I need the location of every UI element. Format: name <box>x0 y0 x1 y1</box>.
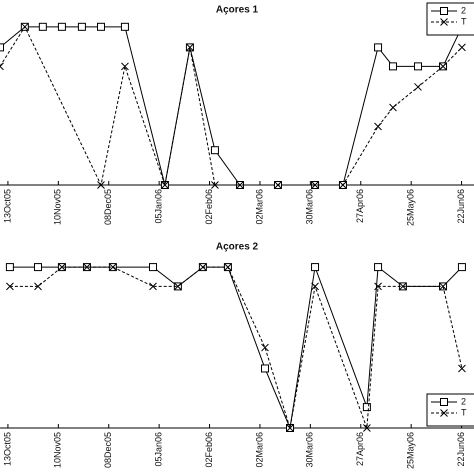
x-tick-label: 13Oct05 <box>2 432 12 466</box>
marker-square <box>96 22 105 31</box>
marker-square <box>457 263 466 272</box>
marker-square <box>57 22 66 31</box>
marker-x <box>311 282 319 291</box>
x-tick-label: 22Jun06 <box>456 432 466 467</box>
x-tick-label: 30Mar06 <box>305 189 315 225</box>
legend-marker <box>440 398 448 406</box>
x-tick-label: 13Oct05 <box>2 189 12 223</box>
marker-x <box>174 282 182 291</box>
marker-square <box>5 263 14 272</box>
x-tick-label: 08Dec05 <box>103 189 113 225</box>
marker-x <box>374 282 382 291</box>
marker-x <box>286 424 294 432</box>
marker-x <box>211 181 219 189</box>
x-tick-label: 25May06 <box>406 432 416 469</box>
x-tick-label: 22Jun06 <box>456 189 466 224</box>
marker-square <box>0 43 4 52</box>
marker-x <box>121 62 129 71</box>
marker-x <box>161 181 169 189</box>
marker-x <box>374 122 382 131</box>
marker-x <box>83 263 91 271</box>
marker-square <box>414 62 423 71</box>
x-tick-label: 05Jan06 <box>154 432 164 467</box>
marker-x <box>186 43 194 52</box>
marker-x <box>439 62 447 71</box>
x-tick-label: 27Apr06 <box>355 432 365 466</box>
marker-square <box>260 364 269 373</box>
x-tick-label: 25May06 <box>406 189 416 226</box>
marker-x <box>20 22 29 31</box>
marker-x <box>439 282 447 291</box>
x-tick-label: 27Apr06 <box>355 189 365 223</box>
legend-label: T <box>461 16 467 26</box>
series-line <box>9 265 463 430</box>
marker-x <box>261 343 269 352</box>
x-tick-label: 02Feb06 <box>204 189 214 225</box>
x-tick-label: 02Mar06 <box>254 189 264 225</box>
marker-square <box>210 146 219 155</box>
chart-title: Açores 1 <box>216 5 259 16</box>
legend-box <box>426 2 474 36</box>
marker-x <box>399 282 407 291</box>
marker-x <box>311 181 319 189</box>
x-tick-label: 10Nov05 <box>53 189 63 225</box>
marker-x <box>389 103 397 112</box>
series-line <box>0 26 463 186</box>
marker-x <box>58 263 66 271</box>
marker-square <box>374 263 383 272</box>
marker-x <box>149 282 157 291</box>
legend-marker <box>440 18 448 26</box>
marker-x <box>109 263 117 271</box>
marker-square <box>311 263 320 272</box>
legend-marker <box>440 409 448 417</box>
marker-x <box>0 62 4 71</box>
x-tick-label: 02Feb06 <box>204 432 214 468</box>
marker-square <box>374 43 383 52</box>
marker-square <box>388 62 397 71</box>
marker-square <box>362 403 371 412</box>
legend-box <box>426 393 474 427</box>
marker-x <box>458 364 466 373</box>
marker-x <box>34 282 42 291</box>
marker-square <box>77 22 86 31</box>
series-line <box>0 25 463 187</box>
marker-x <box>6 282 14 291</box>
marker-x <box>339 181 347 189</box>
marker-x <box>199 263 207 271</box>
marker-square <box>33 263 42 272</box>
chart-title: Açores 2 <box>216 242 259 253</box>
legend-label: 2 <box>461 5 466 15</box>
marker-x <box>236 181 244 189</box>
marker-x <box>274 181 282 189</box>
marker-x <box>363 424 371 432</box>
series-line <box>9 266 463 429</box>
x-tick-label: 05Jan06 <box>154 189 164 224</box>
marker-square <box>120 22 129 31</box>
legend-label: T <box>461 407 467 417</box>
x-tick-label: 10Nov05 <box>53 432 63 468</box>
legend-marker <box>440 7 448 15</box>
marker-square <box>149 263 158 272</box>
marker-x <box>97 181 105 189</box>
marker-x <box>458 43 466 52</box>
x-tick-label: 02Mar06 <box>254 432 264 468</box>
marker-x <box>224 263 232 271</box>
marker-x <box>414 83 422 91</box>
legend-label: 2 <box>461 396 466 406</box>
x-tick-label: 30Mar06 <box>305 432 315 468</box>
x-tick-label: 08Dec05 <box>103 432 113 468</box>
marker-square <box>38 22 47 31</box>
